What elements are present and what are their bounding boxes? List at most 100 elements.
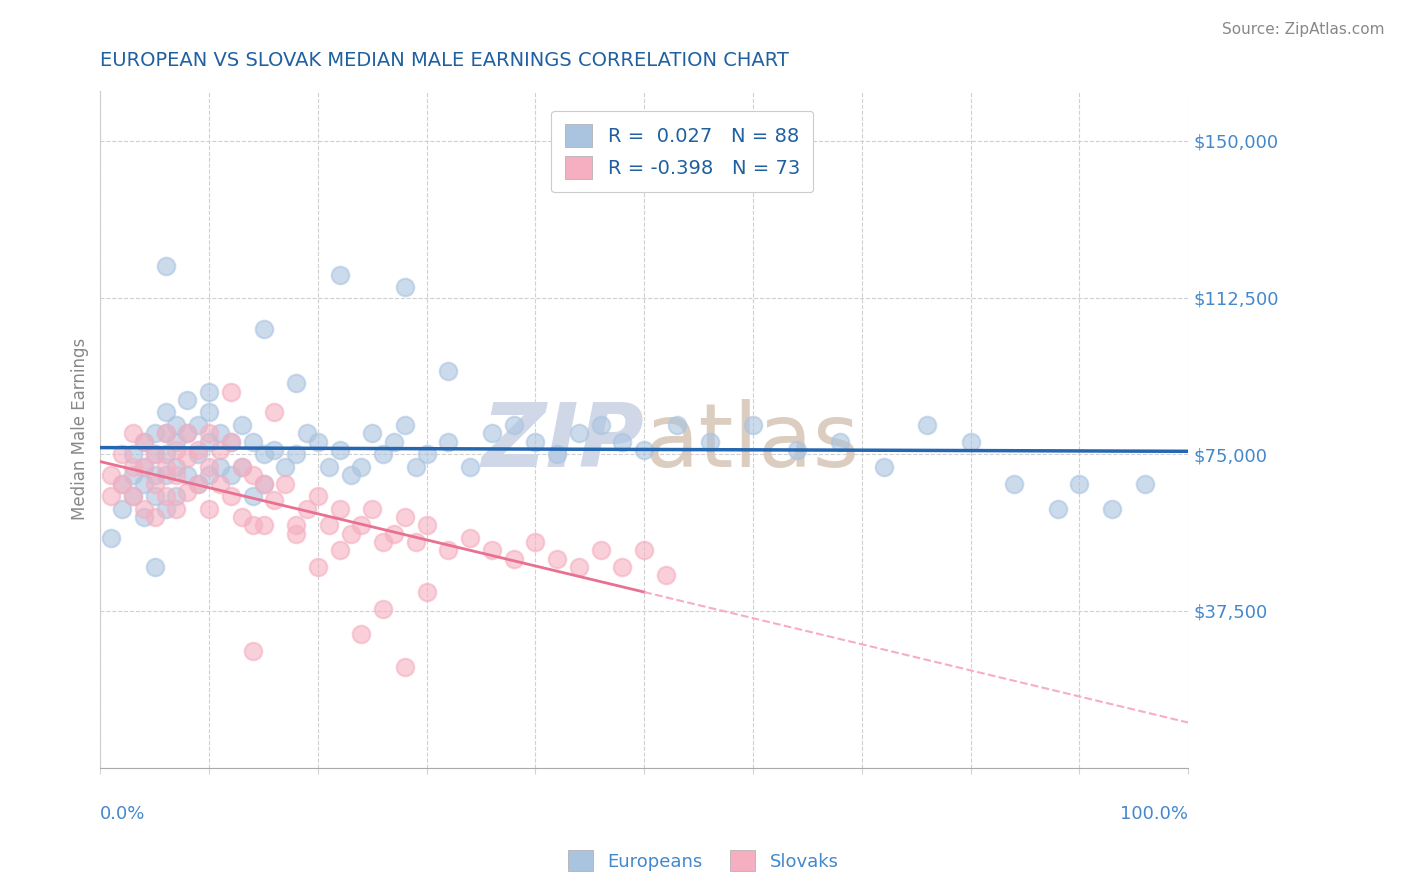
Point — [415, 585, 437, 599]
Point — [665, 417, 688, 432]
Point — [361, 426, 384, 441]
Point — [458, 531, 481, 545]
Point — [263, 405, 285, 419]
Point — [187, 476, 209, 491]
Point — [589, 543, 612, 558]
Point — [318, 459, 340, 474]
Point — [350, 459, 373, 474]
Point — [111, 501, 134, 516]
Point — [198, 468, 221, 483]
Point — [394, 660, 416, 674]
Point — [481, 426, 503, 441]
Point — [198, 384, 221, 399]
Point — [219, 434, 242, 449]
Point — [100, 489, 122, 503]
Point — [382, 434, 405, 449]
Point — [405, 535, 427, 549]
Point — [1133, 476, 1156, 491]
Point — [285, 518, 308, 533]
Point — [437, 543, 460, 558]
Point — [394, 417, 416, 432]
Point — [231, 510, 253, 524]
Point — [415, 447, 437, 461]
Text: ZIP: ZIP — [481, 400, 644, 486]
Point — [546, 447, 568, 461]
Point — [568, 426, 591, 441]
Legend: Europeans, Slovaks: Europeans, Slovaks — [561, 843, 845, 879]
Point — [742, 417, 765, 432]
Point — [143, 560, 166, 574]
Point — [699, 434, 721, 449]
Point — [187, 476, 209, 491]
Point — [155, 259, 177, 273]
Point — [143, 426, 166, 441]
Point — [394, 280, 416, 294]
Point — [612, 560, 634, 574]
Point — [339, 526, 361, 541]
Point — [132, 459, 155, 474]
Point — [242, 518, 264, 533]
Point — [219, 468, 242, 483]
Point — [329, 543, 352, 558]
Point — [786, 443, 808, 458]
Text: atlas: atlas — [644, 400, 859, 486]
Point — [633, 443, 655, 458]
Point — [295, 426, 318, 441]
Point — [166, 459, 188, 474]
Point — [111, 447, 134, 461]
Point — [285, 447, 308, 461]
Point — [1046, 501, 1069, 516]
Point — [166, 417, 188, 432]
Y-axis label: Median Male Earnings: Median Male Earnings — [72, 338, 89, 520]
Point — [274, 459, 297, 474]
Point — [405, 459, 427, 474]
Point — [828, 434, 851, 449]
Point — [155, 489, 177, 503]
Point — [176, 392, 198, 407]
Point — [915, 417, 938, 432]
Point — [437, 434, 460, 449]
Point — [166, 468, 188, 483]
Point — [231, 417, 253, 432]
Point — [166, 489, 188, 503]
Point — [198, 459, 221, 474]
Point — [1002, 476, 1025, 491]
Point — [382, 526, 405, 541]
Point — [633, 543, 655, 558]
Point — [198, 426, 221, 441]
Point — [111, 476, 134, 491]
Point — [318, 518, 340, 533]
Point — [415, 518, 437, 533]
Point — [307, 434, 329, 449]
Point — [329, 443, 352, 458]
Point — [155, 426, 177, 441]
Point — [208, 459, 231, 474]
Text: Source: ZipAtlas.com: Source: ZipAtlas.com — [1222, 22, 1385, 37]
Point — [187, 443, 209, 458]
Point — [198, 501, 221, 516]
Point — [187, 417, 209, 432]
Point — [122, 489, 145, 503]
Point — [502, 551, 524, 566]
Point — [339, 468, 361, 483]
Point — [373, 447, 395, 461]
Point — [458, 459, 481, 474]
Point — [143, 468, 166, 483]
Point — [143, 510, 166, 524]
Point — [176, 484, 198, 499]
Point — [219, 434, 242, 449]
Point — [350, 518, 373, 533]
Point — [252, 447, 274, 461]
Point — [143, 447, 166, 461]
Point — [166, 434, 188, 449]
Text: EUROPEAN VS SLOVAK MEDIAN MALE EARNINGS CORRELATION CHART: EUROPEAN VS SLOVAK MEDIAN MALE EARNINGS … — [100, 51, 789, 70]
Point — [231, 459, 253, 474]
Point — [100, 531, 122, 545]
Point — [252, 518, 274, 533]
Text: 100.0%: 100.0% — [1121, 805, 1188, 823]
Point — [242, 643, 264, 657]
Point — [176, 451, 198, 466]
Point — [122, 468, 145, 483]
Point — [176, 426, 198, 441]
Point — [166, 501, 188, 516]
